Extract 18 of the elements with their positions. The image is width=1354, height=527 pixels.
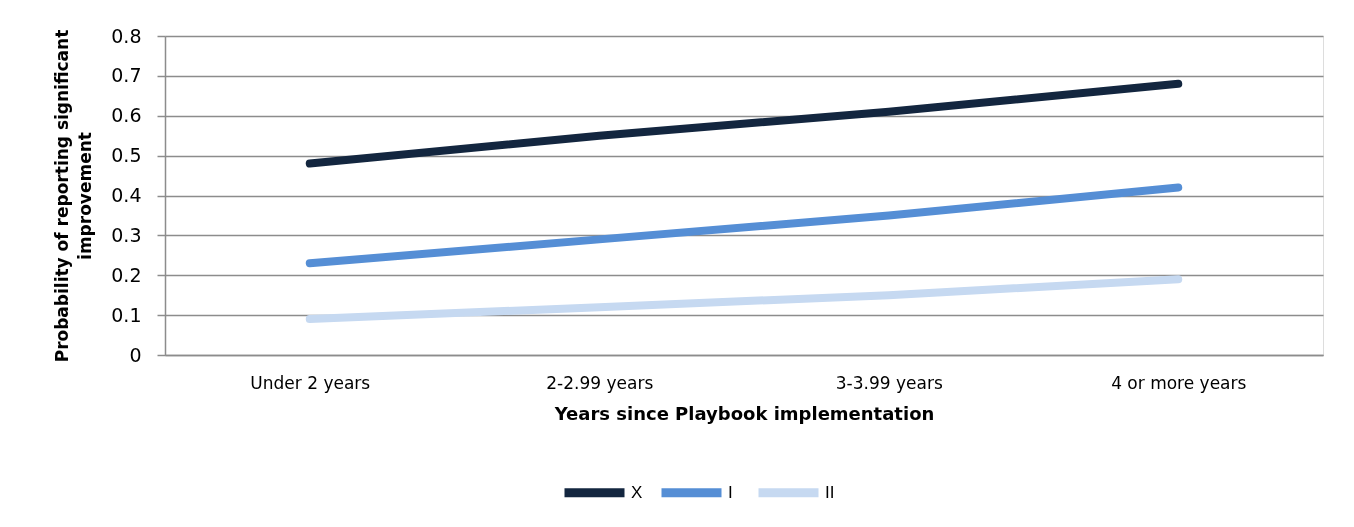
x-tick-label: Under 2 years: [250, 372, 371, 393]
legend-label: II: [825, 482, 835, 502]
y-tick-label: 0: [129, 343, 142, 366]
x-tick-label: 4 or more years: [1111, 372, 1247, 393]
y-tick-label: 0.3: [111, 223, 142, 246]
x-tick-label: 3-3.99 years: [835, 372, 943, 393]
y-axis-title: Probability of reporting significant improvement: [52, 29, 96, 363]
y-tick-label: 0.8: [111, 24, 142, 47]
y-tick-label: 0.1: [111, 303, 142, 326]
legend-label: I: [728, 482, 733, 502]
y-tick-label: 0.6: [111, 104, 142, 127]
y-tick-label: 0.4: [111, 184, 142, 206]
x-tick-label: 2-2.99 years: [546, 372, 654, 393]
y-tick-label: 0.7: [111, 64, 142, 87]
y-tick-label: 0.2: [111, 263, 142, 286]
legend-label: X: [631, 482, 643, 502]
y-tick-label: 0.5: [111, 144, 142, 167]
x-axis-title: Years since Playbook implementation: [553, 402, 935, 424]
